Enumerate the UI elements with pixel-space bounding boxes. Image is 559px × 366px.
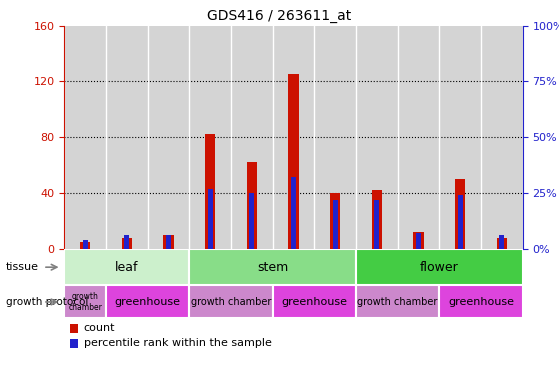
Bar [330, 193, 340, 249]
Bar [83, 240, 88, 249]
Bar [333, 200, 338, 249]
Bar [106, 285, 190, 318]
Text: flower: flower [420, 261, 459, 274]
Bar [124, 235, 129, 249]
Bar [413, 232, 424, 249]
Bar [273, 26, 314, 249]
Bar [163, 235, 174, 249]
Bar [64, 26, 106, 249]
Bar [247, 163, 257, 249]
Bar [375, 200, 380, 249]
Bar [439, 26, 481, 249]
Bar [166, 235, 171, 249]
Bar [249, 193, 254, 249]
Text: greenhouse: greenhouse [115, 297, 181, 307]
Bar [70, 324, 78, 333]
Bar [455, 179, 465, 249]
Bar [481, 26, 523, 249]
Bar [64, 285, 106, 318]
Bar [148, 26, 190, 249]
Text: tissue: tissue [6, 262, 39, 272]
Bar [273, 285, 356, 318]
Text: growth
chamber: growth chamber [68, 292, 102, 312]
Text: percentile rank within the sample: percentile rank within the sample [84, 338, 272, 348]
Bar [372, 190, 382, 249]
Bar [397, 26, 439, 249]
Bar [122, 238, 132, 249]
Bar [439, 285, 523, 318]
Bar [291, 178, 296, 249]
Bar [356, 249, 523, 285]
Bar [80, 242, 91, 249]
Bar [356, 26, 397, 249]
Text: growth chamber: growth chamber [357, 297, 438, 307]
Bar [356, 285, 439, 318]
Bar [288, 74, 299, 249]
Text: greenhouse: greenhouse [448, 297, 514, 307]
Text: leaf: leaf [115, 261, 139, 274]
Bar [499, 235, 504, 249]
Text: stem: stem [257, 261, 288, 274]
Text: growth chamber: growth chamber [191, 297, 271, 307]
Bar [106, 26, 148, 249]
Bar [458, 195, 463, 249]
Bar [207, 188, 212, 249]
Bar [70, 339, 78, 348]
Text: greenhouse: greenhouse [281, 297, 347, 307]
Text: GDS416 / 263611_at: GDS416 / 263611_at [207, 9, 352, 23]
Bar [314, 26, 356, 249]
Text: growth protocol: growth protocol [6, 297, 88, 307]
Bar [416, 233, 421, 249]
Bar [496, 238, 507, 249]
Bar [190, 26, 231, 249]
Bar [190, 249, 356, 285]
Bar [231, 26, 273, 249]
Text: count: count [84, 323, 115, 333]
Bar [190, 285, 273, 318]
Bar [205, 134, 215, 249]
Bar [64, 249, 190, 285]
